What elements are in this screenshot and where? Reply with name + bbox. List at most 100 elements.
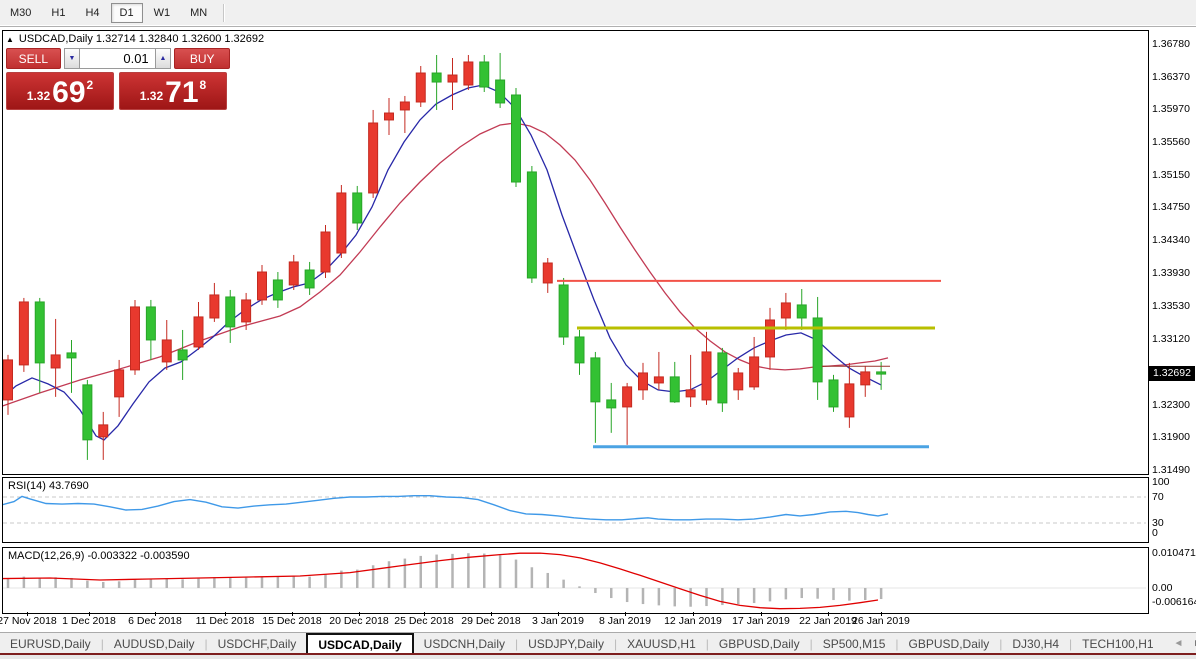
chart-tab-xauusd-h1[interactable]: XAUUSD,H1 xyxy=(627,636,696,651)
tab-separator: | xyxy=(204,636,208,651)
date-axis-label: 27 Nov 2018 xyxy=(0,615,57,627)
chart-tab-dj30-h4[interactable]: DJ30,H4 xyxy=(1012,636,1060,651)
down-arrow-icon: ▼ xyxy=(68,55,76,62)
date-axis-tick xyxy=(828,612,829,616)
chart-tab-gbpusd-daily[interactable]: GBPUSD,Daily xyxy=(908,636,990,651)
date-axis-label: 3 Jan 2019 xyxy=(532,615,584,627)
sell-price-pip: 2 xyxy=(86,78,94,92)
buy-price-pip: 8 xyxy=(199,78,207,92)
date-axis-label: 6 Dec 2018 xyxy=(128,615,182,627)
chart-tab-usdchf-daily[interactable]: USDCHF,Daily xyxy=(217,636,297,651)
chart-title: ▲ USDCAD,Daily 1.32714 1.32840 1.32600 1… xyxy=(6,33,264,45)
chart-tab-usdcnh-daily[interactable]: USDCNH,Daily xyxy=(423,636,506,651)
rsi-chart[interactable] xyxy=(3,478,1146,540)
chart-tab-usdcad-daily[interactable]: USDCAD,Daily xyxy=(306,633,414,654)
date-axis-tick xyxy=(292,612,293,616)
macd-axis-label: 0.010471 xyxy=(1152,547,1196,559)
date-axis-label: 17 Jan 2019 xyxy=(732,615,790,627)
tab-separator: | xyxy=(515,636,519,651)
price-axis-label: 1.33530 xyxy=(1152,300,1190,312)
timeframe-button-w1[interactable]: W1 xyxy=(153,7,171,19)
rsi-axis-label: 0 xyxy=(1152,527,1158,539)
timeframe-button-mn[interactable]: MN xyxy=(190,7,208,19)
price-axis-label: 1.31490 xyxy=(1152,464,1190,476)
tab-separator: | xyxy=(100,636,104,651)
moving-averages-layer xyxy=(3,84,889,441)
price-axis-label: 1.33930 xyxy=(1152,267,1190,279)
toolbar-separator xyxy=(223,4,226,22)
rsi-indicator-panel[interactable] xyxy=(2,477,1149,543)
buy-price-panel[interactable]: 1.32 71 8 xyxy=(119,72,227,110)
date-axis-label: 26 Jan 2019 xyxy=(852,615,910,627)
chart-tab-eurusd-daily[interactable]: EURUSD,Daily xyxy=(10,636,91,651)
date-axis-tick xyxy=(155,612,156,616)
date-axis-tick xyxy=(491,612,492,616)
tab-separator: | xyxy=(999,636,1003,651)
date-axis-label: 29 Dec 2018 xyxy=(461,615,521,627)
collapse-triangle-icon[interactable]: ▲ xyxy=(6,34,14,44)
price-axis-label: 1.35970 xyxy=(1152,103,1190,115)
tab-separator: | xyxy=(895,636,899,651)
chart-tab-tech100-h1[interactable]: TECH100,H1 xyxy=(1082,636,1154,651)
up-arrow-icon: ▲ xyxy=(159,55,167,62)
date-axis-tick xyxy=(761,612,762,616)
date-axis-label: 12 Jan 2019 xyxy=(664,615,722,627)
price-axis-label: 1.34750 xyxy=(1152,201,1190,213)
price-axis-label: 1.36370 xyxy=(1152,71,1190,83)
date-axis-label: 8 Jan 2019 xyxy=(599,615,651,627)
chart-tab-sp500-m15[interactable]: SP500,M15 xyxy=(822,636,886,651)
price-axis-label: 1.35150 xyxy=(1152,169,1190,181)
rsi-axis-label: 30 xyxy=(1152,517,1164,529)
macd-indicator-panel[interactable] xyxy=(2,547,1149,614)
date-axis-label: 22 Jan 2019 xyxy=(799,615,857,627)
one-click-trading-widget: SELL ▼ 0.01 ▲ BUY 1.32 69 2 1.32 71 8 xyxy=(6,48,230,110)
sell-button[interactable]: SELL xyxy=(6,48,61,69)
date-axis-tick xyxy=(424,612,425,616)
volume-decrease-button[interactable]: ▼ xyxy=(63,48,81,69)
volume-increase-button[interactable]: ▲ xyxy=(154,48,172,69)
price-axis-label: 1.35560 xyxy=(1152,136,1190,148)
date-axis-tick xyxy=(359,612,360,616)
tab-separator: | xyxy=(705,636,709,651)
chart-tab-usdjpy-daily[interactable]: USDJPY,Daily xyxy=(528,636,604,651)
tab-scroll-left-icon[interactable]: ◄ xyxy=(1173,638,1184,649)
timeframe-button-d1[interactable]: D1 xyxy=(110,3,143,23)
rsi-axis-label: 70 xyxy=(1152,491,1164,503)
date-axis-tick xyxy=(27,612,28,616)
timeframe-button-h1[interactable]: H1 xyxy=(51,7,66,19)
chart-tab-audusd-daily[interactable]: AUDUSD,Daily xyxy=(113,636,195,651)
tab-scroll-right-icon[interactable]: ► xyxy=(1193,638,1196,649)
macd-label: MACD(12,26,9) -0.003322 -0.003590 xyxy=(8,550,190,562)
candlestick-chart[interactable] xyxy=(3,31,1146,472)
date-axis-label: 11 Dec 2018 xyxy=(195,615,255,627)
chart-title-text: USDCAD,Daily 1.32714 1.32840 1.32600 1.3… xyxy=(18,33,265,45)
date-axis-tick xyxy=(558,612,559,616)
price-axis-label: 1.36780 xyxy=(1152,38,1190,50)
bottom-edge-strip xyxy=(0,653,1196,659)
date-axis-label: 25 Dec 2018 xyxy=(394,615,454,627)
macd-axis-label: -0.006164 xyxy=(1152,596,1196,608)
date-axis-label: 20 Dec 2018 xyxy=(329,615,389,627)
hline-objects-layer xyxy=(557,279,941,449)
buy-price-big: 71 xyxy=(165,76,199,109)
date-axis-label: 1 Dec 2018 xyxy=(62,615,116,627)
macd-chart[interactable] xyxy=(3,548,1146,611)
rsi-axis-label: 100 xyxy=(1152,476,1170,488)
tab-separator: | xyxy=(613,636,618,651)
tab-separator: | xyxy=(809,636,813,651)
price-axis-label: 1.31900 xyxy=(1152,431,1190,443)
date-axis-tick xyxy=(625,612,626,616)
chart-tab-gbpusd-daily[interactable]: GBPUSD,Daily xyxy=(718,636,800,651)
chart-tab-bar: EURUSD,Daily | AUDUSD,Daily | USDCHF,Daily US… xyxy=(0,632,1196,654)
volume-input[interactable]: 0.01 xyxy=(80,48,155,69)
sell-price-panel[interactable]: 1.32 69 2 xyxy=(6,72,114,110)
timeframe-button-h4[interactable]: H4 xyxy=(85,7,100,19)
buy-price-prefix: 1.32 xyxy=(139,89,164,103)
buy-button[interactable]: BUY xyxy=(174,48,230,69)
candles-layer xyxy=(3,52,887,460)
date-axis-label: 15 Dec 2018 xyxy=(262,615,322,627)
timeframe-button-m30[interactable]: M30 xyxy=(10,7,32,19)
date-axis-tick xyxy=(89,612,90,616)
price-axis-label: 1.34340 xyxy=(1152,234,1190,246)
